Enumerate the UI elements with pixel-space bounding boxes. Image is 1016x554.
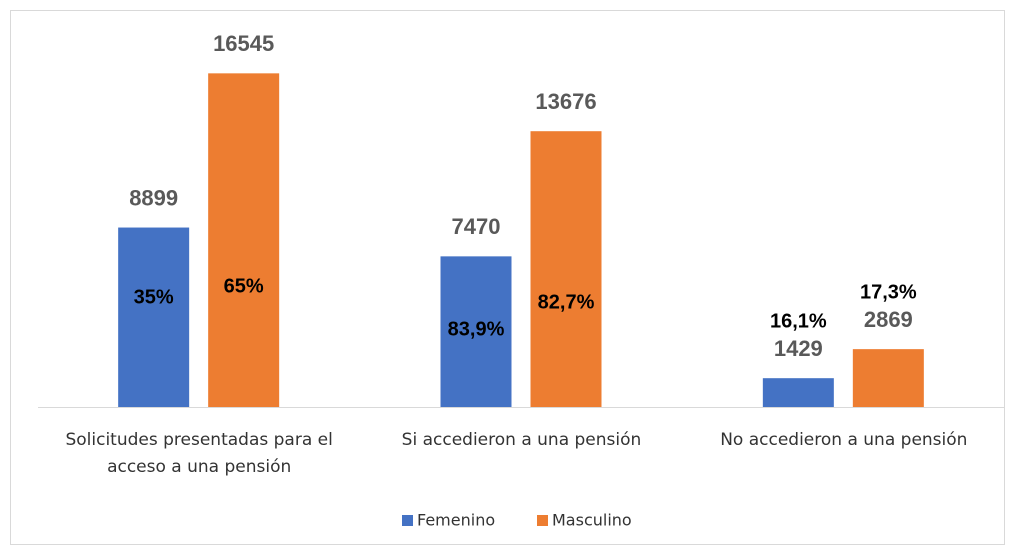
bar (208, 73, 280, 407)
bar (530, 131, 602, 407)
x-tick-label: No accedieron a una pensión (720, 430, 967, 450)
value-label: 1429 (774, 336, 823, 361)
percent-label: 83,9% (448, 318, 505, 340)
bar (762, 378, 834, 407)
percent-label: 82,7% (538, 291, 595, 313)
bar (118, 227, 190, 407)
value-label: 7470 (452, 214, 501, 239)
legend-swatch (402, 515, 413, 526)
x-tick-label: Solicitudes presentadas para el acceso a … (65, 430, 332, 477)
value-label: 13676 (535, 89, 596, 114)
value-label: 2869 (864, 307, 913, 332)
value-label: 8899 (129, 185, 178, 210)
value-label: 16545 (213, 31, 274, 56)
percent-label: 17,3% (860, 281, 917, 303)
bar (440, 256, 512, 407)
percent-label: 65% (224, 275, 264, 297)
legend-label: Masculino (552, 511, 632, 530)
legend-swatch (537, 515, 548, 526)
percent-label: 35% (134, 286, 174, 308)
legend-label: Femenino (417, 511, 495, 530)
bar (852, 349, 924, 407)
percent-label: 16,1% (770, 310, 827, 332)
x-tick-label: Si accedieron a una pensión (402, 430, 642, 450)
